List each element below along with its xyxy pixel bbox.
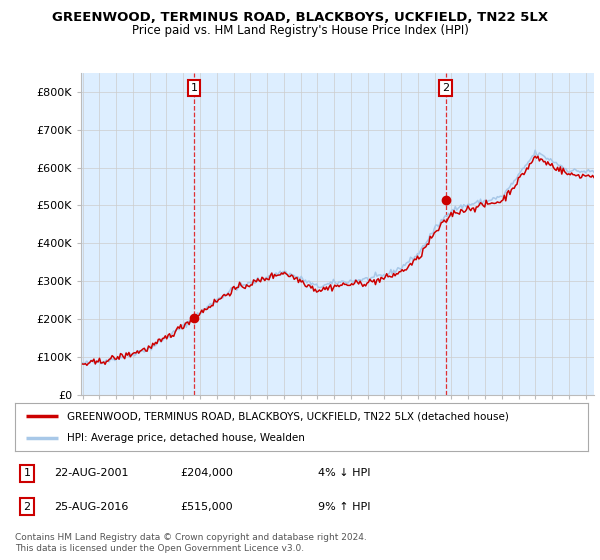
- Text: £515,000: £515,000: [180, 502, 233, 512]
- Text: 1: 1: [191, 83, 197, 93]
- Text: £204,000: £204,000: [180, 468, 233, 478]
- Text: HPI: Average price, detached house, Wealden: HPI: Average price, detached house, Weal…: [67, 433, 304, 443]
- Text: 9% ↑ HPI: 9% ↑ HPI: [318, 502, 371, 512]
- Text: 25-AUG-2016: 25-AUG-2016: [54, 502, 128, 512]
- Text: 1: 1: [23, 468, 31, 478]
- Text: 4% ↓ HPI: 4% ↓ HPI: [318, 468, 371, 478]
- Text: 2: 2: [442, 83, 449, 93]
- Text: GREENWOOD, TERMINUS ROAD, BLACKBOYS, UCKFIELD, TN22 5LX: GREENWOOD, TERMINUS ROAD, BLACKBOYS, UCK…: [52, 11, 548, 24]
- Text: GREENWOOD, TERMINUS ROAD, BLACKBOYS, UCKFIELD, TN22 5LX (detached house): GREENWOOD, TERMINUS ROAD, BLACKBOYS, UCK…: [67, 411, 508, 421]
- Text: Contains HM Land Registry data © Crown copyright and database right 2024.
This d: Contains HM Land Registry data © Crown c…: [15, 533, 367, 553]
- Text: 22-AUG-2001: 22-AUG-2001: [54, 468, 128, 478]
- Text: Price paid vs. HM Land Registry's House Price Index (HPI): Price paid vs. HM Land Registry's House …: [131, 24, 469, 36]
- Text: 2: 2: [23, 502, 31, 512]
